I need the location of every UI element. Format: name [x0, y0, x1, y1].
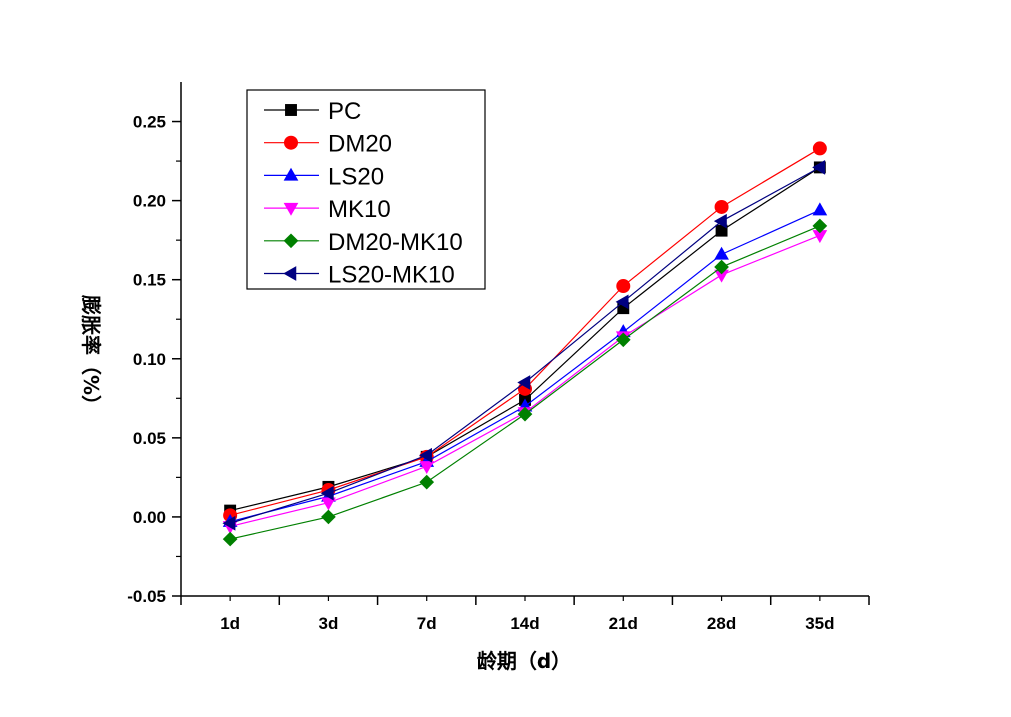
series-layer	[222, 141, 828, 547]
data-point	[321, 509, 336, 525]
data-point	[222, 531, 238, 547]
data-point	[222, 515, 236, 531]
x-tick-label: 3d	[319, 614, 339, 633]
legend-box	[246, 89, 486, 290]
data-point	[714, 259, 729, 275]
data-point	[812, 160, 826, 175]
legend-item: MK10	[264, 196, 391, 223]
y-axis-title: 膨胀率（%）	[79, 294, 103, 415]
data-point	[714, 246, 729, 260]
data-point	[714, 269, 729, 283]
legend-label: LS20-MK10	[328, 262, 455, 289]
legend-item: LS20-MK10	[264, 262, 455, 289]
data-point	[714, 199, 729, 214]
data-point	[321, 497, 336, 511]
legend-item: PC	[264, 98, 361, 125]
x-tick-label: 35d	[805, 614, 834, 633]
data-point	[615, 332, 631, 348]
x-tick-label: 7d	[417, 614, 437, 633]
y-tick-label: 0.15	[133, 271, 166, 290]
legend-marker	[283, 233, 299, 249]
x-tick-label: 28d	[707, 614, 736, 633]
legend-item: DM20	[264, 131, 392, 158]
data-point	[812, 202, 828, 216]
axes: -0.05 0.00 0.05 0.10 0.15 0.20 0.25 1d 3d 7d 14d 21…	[127, 82, 870, 633]
legend-item: DM20-MK10	[264, 229, 463, 256]
legend-marker	[284, 135, 298, 150]
x-tick-label: 21d	[609, 614, 638, 633]
legend-item: LS20	[264, 163, 384, 190]
legend-label: DM20	[328, 131, 392, 158]
data-point	[616, 279, 631, 294]
y-tick-label: 0.20	[133, 192, 166, 211]
data-point	[812, 218, 828, 234]
y-tick-label: 0.10	[133, 350, 166, 369]
legend-marker	[285, 104, 297, 116]
series-ls20-mk10	[222, 160, 826, 531]
legend-label: DM20-MK10	[328, 229, 463, 256]
legend-marker	[283, 167, 299, 181]
legend-marker	[283, 266, 297, 281]
data-point	[615, 294, 629, 310]
y-tick-label: -0.05	[127, 587, 166, 606]
data-point	[812, 141, 827, 156]
y-tick-label: 0.05	[133, 429, 166, 448]
data-point	[715, 224, 728, 237]
y-tick-label: 0.25	[133, 113, 166, 132]
data-point	[419, 447, 432, 463]
series-dm20-mk10	[222, 218, 828, 547]
data-point	[320, 485, 334, 501]
data-point	[419, 474, 435, 490]
legend-label: LS20	[328, 163, 384, 190]
y-tick-label: 0.00	[133, 508, 166, 527]
legend-marker	[283, 202, 299, 216]
x-tick-label: 14d	[510, 614, 539, 633]
data-point	[517, 375, 531, 390]
data-point	[617, 302, 630, 315]
data-point	[419, 461, 435, 475]
data-point	[517, 406, 533, 422]
x-tick-label: 1d	[220, 614, 240, 633]
legend: PC DM20 LS20 MK10 DM20-MK10 LS20-MK10	[246, 89, 486, 290]
legend-label: MK10	[328, 196, 391, 223]
data-point	[713, 213, 727, 229]
x-axis-title: 龄期（d）	[477, 649, 571, 673]
data-point	[812, 230, 828, 244]
legend-label: PC	[328, 98, 361, 125]
